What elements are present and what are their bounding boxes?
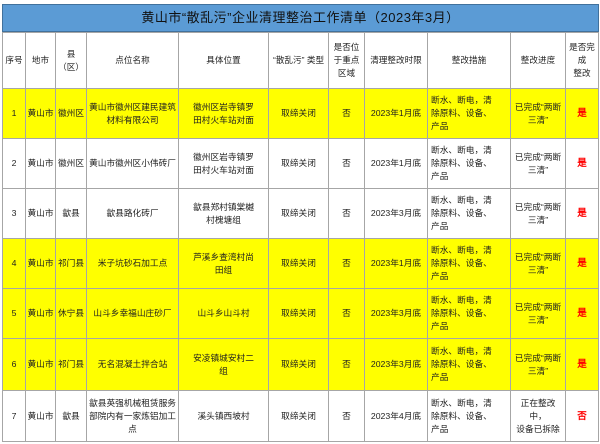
cell-measures: 断水、断电，清 除原料、设备、 产品 <box>427 338 511 391</box>
cell-location: 山斗乡山斗村 <box>178 288 269 339</box>
cell-key-area: 否 <box>328 188 365 239</box>
cell-site-name: 歙县英强机械租赁服务 部院内有一家炼铝加工 点 <box>86 390 179 442</box>
col-location: 具体位置 <box>178 32 269 89</box>
cell-city: 黄山市 <box>25 238 56 289</box>
cell-key-area: 否 <box>328 88 365 139</box>
cell-key-area: 否 <box>328 138 365 189</box>
cell-deadline: 2023年3月底 <box>364 288 428 339</box>
cell-city: 黄山市 <box>25 390 56 442</box>
cell-key-area: 否 <box>328 238 365 289</box>
cell-deadline: 2023年3月底 <box>364 338 428 391</box>
cell-progress: 已完成“两断 三清” <box>510 288 566 339</box>
header-row: 序号 地市 县（区） 点位名称 具体位置 “散乱污” 类型 是否位 于重点 区域… <box>2 32 599 89</box>
cell-type: 取缔关闭 <box>268 138 329 189</box>
cell-progress: 已完成“两断 三清” <box>510 238 566 289</box>
cell-measures: 断水、断电，清 除原料、设备、 产品 <box>427 288 511 339</box>
col-county: 县（区） <box>55 32 87 89</box>
col-type: “散乱污” 类型 <box>268 32 329 89</box>
cell-completed: 是 <box>565 88 599 139</box>
cell-county: 歙县 <box>55 188 87 239</box>
cell-city: 黄山市 <box>25 338 56 391</box>
cell-county: 祁门县 <box>55 238 87 289</box>
col-measures: 整改措施 <box>427 32 511 89</box>
cell-deadline: 2023年1月底 <box>364 88 428 139</box>
table-row: 1 黄山市 徽州区 黄山市徽州区建民建筑 材料有限公司 徽州区岩寺镇罗 田村火车… <box>2 88 599 139</box>
col-city: 地市 <box>25 32 56 89</box>
cell-serial: 4 <box>2 238 26 289</box>
cell-type: 取缔关闭 <box>268 188 329 239</box>
col-progress: 整改进度 <box>510 32 566 89</box>
cell-site-name: 无名混凝土拌合站 <box>86 338 179 391</box>
cell-progress: 已完成“两断 三清” <box>510 138 566 189</box>
cell-location: 歙县郑村镇棠樾 村槐塘组 <box>178 188 269 239</box>
cell-type: 取缔关闭 <box>268 338 329 391</box>
cell-type: 取缔关闭 <box>268 390 329 442</box>
page-title: 黄山市“散乱污”企业清理整治工作清单（2023年3月） <box>2 4 599 32</box>
cell-key-area: 否 <box>328 338 365 391</box>
cell-county: 徽州区 <box>55 88 87 139</box>
cell-progress: 已完成“两断 三清” <box>510 338 566 391</box>
cell-location: 徽州区岩寺镇罗 田村火车站对面 <box>178 88 269 139</box>
cell-site-name: 米子坑砂石加工点 <box>86 238 179 289</box>
table-row: 2 黄山市 徽州区 黄山市徽州区小伟砖厂 徽州区岩寺镇罗 田村火车站对面 取缔关… <box>2 138 599 189</box>
col-completed: 是否完成 整改 <box>565 32 599 89</box>
cell-site-name: 山斗乡幸福山庄砂厂 <box>86 288 179 339</box>
cell-progress: 已完成“两断 三清” <box>510 188 566 239</box>
cell-city: 黄山市 <box>25 288 56 339</box>
table-row: 5 黄山市 休宁县 山斗乡幸福山庄砂厂 山斗乡山斗村 取缔关闭 否 2023年3… <box>2 288 599 339</box>
cell-key-area: 否 <box>328 390 365 442</box>
cell-completed: 是 <box>565 338 599 391</box>
cell-measures: 断水、断电，清 除原料、设备、 产品 <box>427 188 511 239</box>
cell-site-name: 黄山市徽州区小伟砖厂 <box>86 138 179 189</box>
cell-serial: 1 <box>2 88 26 139</box>
cell-county: 歙县 <box>55 390 87 442</box>
cell-measures: 断水、断电，清 除原料、设备、 产品 <box>427 238 511 289</box>
col-site-name: 点位名称 <box>86 32 179 89</box>
cell-site-name: 黄山市徽州区建民建筑 材料有限公司 <box>86 88 179 139</box>
cell-county: 徽州区 <box>55 138 87 189</box>
cell-deadline: 2023年4月底 <box>364 390 428 442</box>
cell-serial: 3 <box>2 188 26 239</box>
cell-progress: 正在整改中， 设备已拆除 <box>510 390 566 442</box>
cell-key-area: 否 <box>328 288 365 339</box>
cell-serial: 7 <box>2 390 26 442</box>
cell-location: 安凌镇城安村二 组 <box>178 338 269 391</box>
cell-deadline: 2023年1月底 <box>364 238 428 289</box>
cell-measures: 断水、断电，清 除原料、设备、 产品 <box>427 88 511 139</box>
cell-site-name: 歙县路化砖厂 <box>86 188 179 239</box>
table-row: 3 黄山市 歙县 歙县路化砖厂 歙县郑村镇棠樾 村槐塘组 取缔关闭 否 2023… <box>2 188 599 239</box>
cell-county: 休宁县 <box>55 288 87 339</box>
cell-serial: 2 <box>2 138 26 189</box>
cell-completed: 否 <box>565 390 599 442</box>
work-list-table: 序号 地市 县（区） 点位名称 具体位置 “散乱污” 类型 是否位 于重点 区域… <box>2 32 599 442</box>
col-deadline: 清理整改时限 <box>364 32 428 89</box>
cell-location: 芦溪乡查湾村尚 田组 <box>178 238 269 289</box>
col-key-area: 是否位 于重点 区域 <box>328 32 365 89</box>
cell-location: 徽州区岩寺镇罗 田村火车站对面 <box>178 138 269 189</box>
cell-county: 祁门县 <box>55 338 87 391</box>
cell-city: 黄山市 <box>25 138 56 189</box>
cell-completed: 是 <box>565 288 599 339</box>
cell-progress: 已完成“两断 三清” <box>510 88 566 139</box>
table-row: 7 黄山市 歙县 歙县英强机械租赁服务 部院内有一家炼铝加工 点 溪头镇西坡村 … <box>2 390 599 442</box>
table-row: 6 黄山市 祁门县 无名混凝土拌合站 安凌镇城安村二 组 取缔关闭 否 2023… <box>2 338 599 391</box>
cell-type: 取缔关闭 <box>268 88 329 139</box>
cell-type: 取缔关闭 <box>268 238 329 289</box>
table-row: 4 黄山市 祁门县 米子坑砂石加工点 芦溪乡查湾村尚 田组 取缔关闭 否 202… <box>2 238 599 289</box>
col-serial: 序号 <box>2 32 26 89</box>
cell-measures: 断水、断电，清 除原料、设备、 产品 <box>427 390 511 442</box>
cell-serial: 6 <box>2 338 26 391</box>
cell-completed: 是 <box>565 138 599 189</box>
cell-completed: 是 <box>565 238 599 289</box>
cell-deadline: 2023年1月底 <box>364 138 428 189</box>
cell-location: 溪头镇西坡村 <box>178 390 269 442</box>
cell-deadline: 2023年3月底 <box>364 188 428 239</box>
cell-type: 取缔关闭 <box>268 288 329 339</box>
cell-city: 黄山市 <box>25 88 56 139</box>
cell-city: 黄山市 <box>25 188 56 239</box>
cell-measures: 断水、断电，清 除原料、设备、 产品 <box>427 138 511 189</box>
cell-serial: 5 <box>2 288 26 339</box>
cell-completed: 是 <box>565 188 599 239</box>
